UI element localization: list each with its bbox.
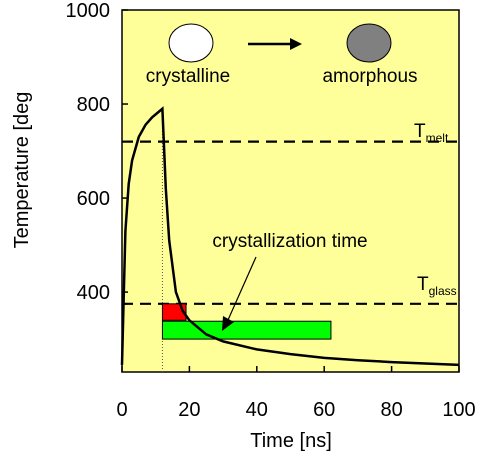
crystallization-arrow-line — [227, 256, 257, 321]
x-tick-label: 60 — [313, 399, 335, 421]
time-rectangles — [161, 303, 332, 340]
crystalline-oval — [168, 23, 214, 63]
time-rect-0 — [161, 303, 187, 321]
y-tick-label: 1000 — [66, 0, 111, 22]
crystallization-arrow-head — [222, 316, 234, 331]
x-tick-label: 0 — [116, 399, 127, 421]
crystallization-time-label: crystallization time — [212, 231, 367, 252]
y-tick-label: 400 — [77, 282, 110, 304]
x-axis-title: Time [ns] — [250, 430, 332, 452]
y-tick-label: 600 — [77, 188, 110, 210]
y-axis-title: Temperature [deg — [11, 92, 33, 249]
y-axis-ticks: 400 600 800 1000 — [66, 0, 128, 304]
amorphous-label: amorphous — [322, 66, 417, 87]
t-glass-label: Tglass — [417, 274, 457, 298]
temperature-curve — [120, 106, 460, 367]
x-tick-label: 40 — [246, 399, 268, 421]
t-melt-label: Tmelt — [414, 121, 449, 145]
x-tick-label: 20 — [178, 399, 200, 421]
transition-arrow-head — [290, 38, 302, 50]
y-tick-label: 800 — [77, 94, 110, 116]
x-axis-ticks: 0 20 40 60 80 100 — [116, 366, 476, 421]
crystalline-label: crystalline — [146, 66, 230, 87]
x-tick-label: 80 — [380, 399, 402, 421]
time-rect-1 — [161, 320, 332, 340]
amorphous-oval — [346, 23, 392, 63]
x-tick-label: 100 — [442, 399, 475, 421]
